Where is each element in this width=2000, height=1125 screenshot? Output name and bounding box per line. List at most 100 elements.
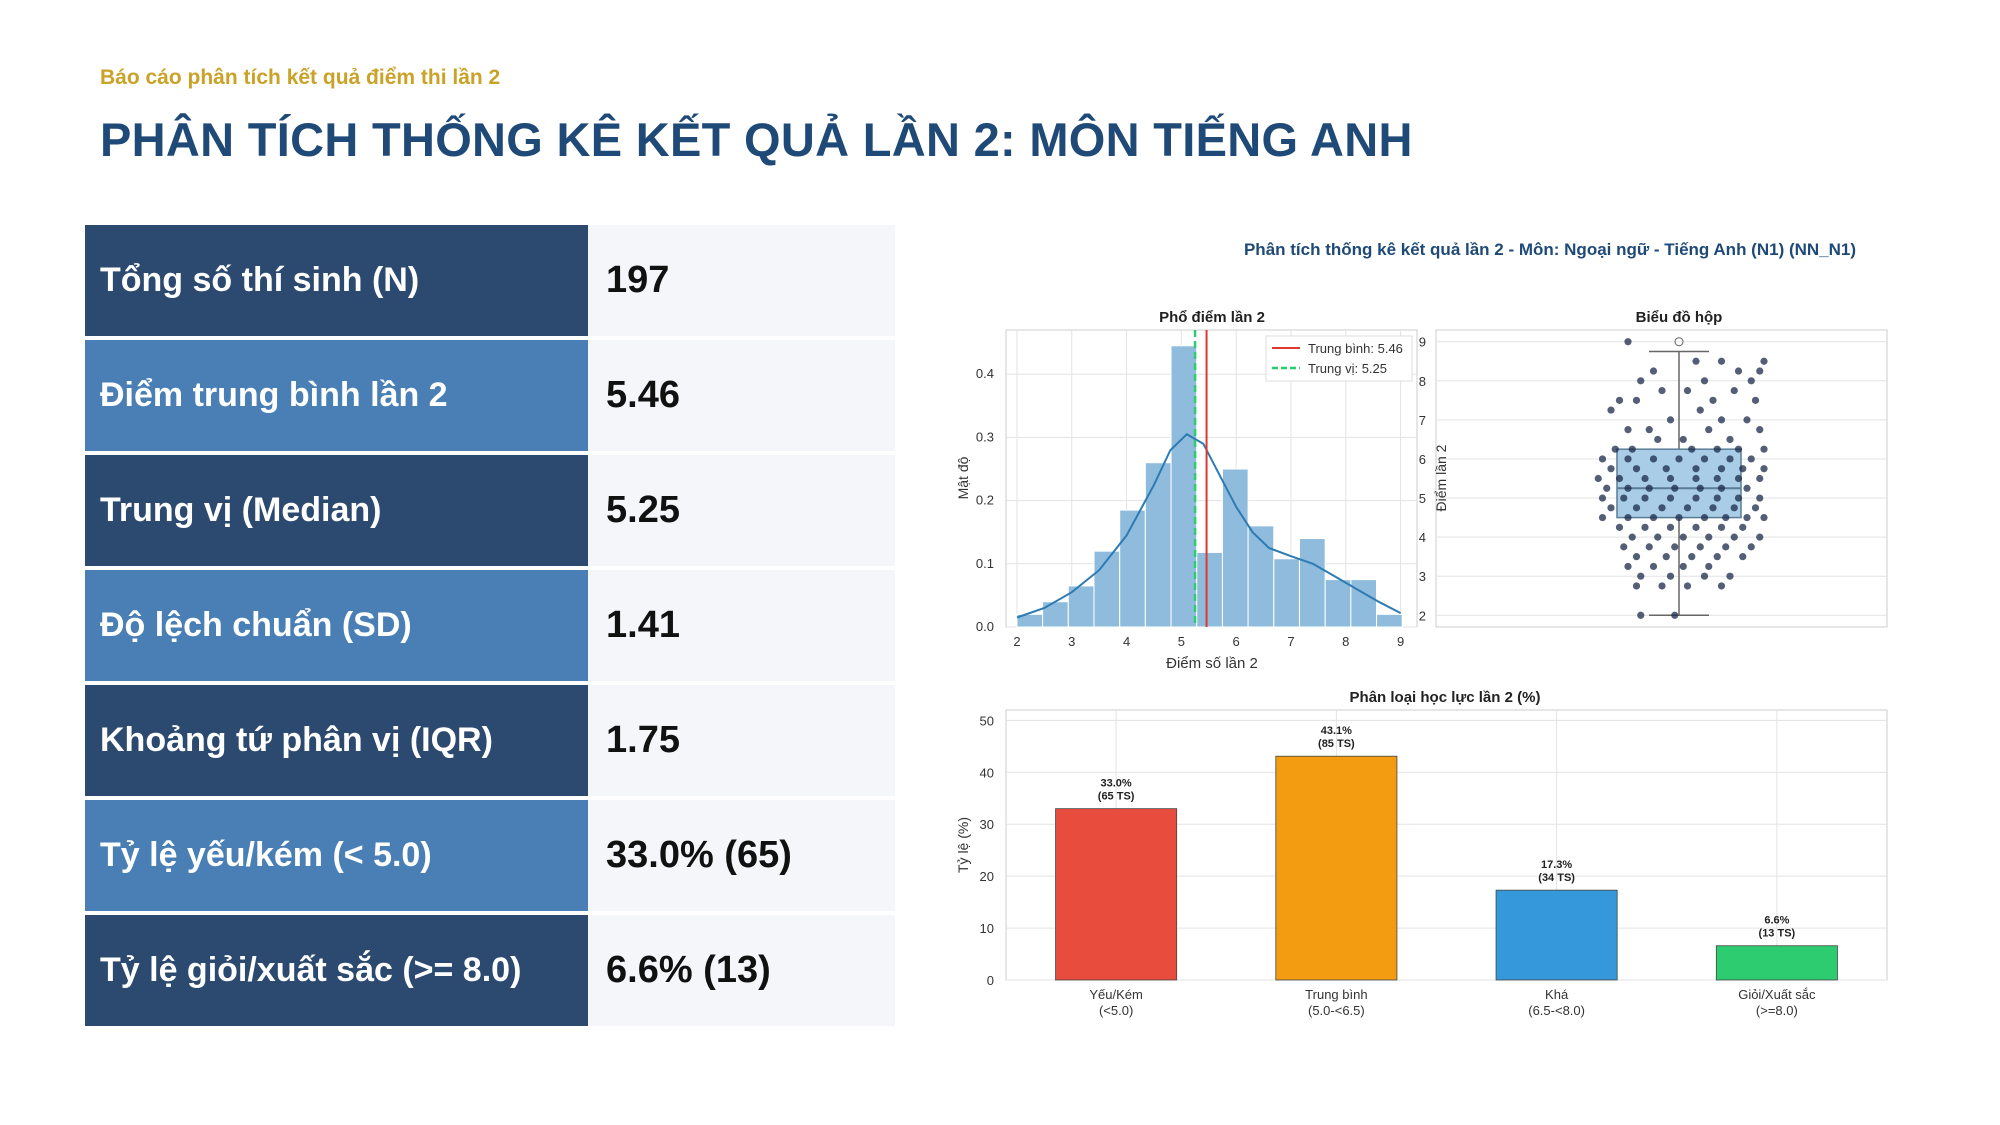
bar-ylabel: Tỷ lệ (%) (955, 817, 971, 873)
outlier-marker (1674, 337, 1684, 347)
data-point (1709, 504, 1717, 512)
histogram-bar (1273, 558, 1300, 628)
data-point (1713, 494, 1721, 502)
bar-count-label: (13 TS) (1759, 928, 1796, 940)
histogram-chart: Phổ điểm lần 2 2 3 4 5 6 7 8 9 0.0 0.1 0.2 0.3 0.4 Đ… (955, 309, 1418, 672)
data-point (1666, 474, 1675, 483)
page-title: PHÂN TÍCH THỐNG KÊ KẾT QUẢ LẦN 2: MÔN TI… (100, 113, 1413, 166)
data-point (1649, 562, 1658, 571)
data-point (1615, 523, 1624, 531)
stat-row-n: Tổng số thí sinh (N) 197 (85, 225, 895, 336)
data-point (1756, 426, 1764, 434)
data-point (1624, 426, 1632, 434)
y-tick-label: 30 (980, 817, 994, 832)
data-point (1598, 494, 1607, 502)
y-tick-label: 0 (987, 973, 994, 988)
data-point (1632, 396, 1641, 404)
histogram-ticks: 2 3 4 5 6 7 8 9 0.0 0.1 0.2 0.3 0.4 (976, 366, 1404, 649)
histogram-bar (1350, 579, 1378, 628)
data-point (1645, 426, 1653, 434)
data-point (1632, 465, 1641, 473)
category-range-label: (6.5-<8.0) (1528, 1003, 1585, 1018)
stat-label: Tỷ lệ giỏi/xuất sắc (>= 8.0) (85, 915, 588, 1026)
stat-value: 197 (588, 225, 895, 336)
stat-row-iqr: Khoảng tứ phân vị (IQR) 1.75 (85, 685, 895, 796)
boxplot-title: Biểu đồ hộp (1636, 309, 1723, 326)
data-point (1705, 426, 1713, 434)
category-range-label: (>=8.0) (1756, 1003, 1798, 1018)
report-subtitle: Báo cáo phân tích kết quả điểm thi lần 2 (100, 66, 501, 89)
x-tick-label: 8 (1342, 634, 1349, 649)
category-label: Khá (1545, 987, 1569, 1002)
figure-title: Phân tích thống kê kết quả lần 2 - Môn: … (1244, 240, 1856, 259)
data-point (1700, 572, 1709, 580)
data-point (1717, 582, 1726, 590)
boxplot-ylabel: Điểm lần 2 (1433, 444, 1449, 511)
data-point (1662, 553, 1670, 561)
histogram-title: Phổ điểm lần 2 (1159, 309, 1265, 326)
bar-count-label: (65 TS) (1098, 791, 1135, 803)
stat-value: 33.0% (65) (588, 800, 895, 911)
data-point (1705, 533, 1713, 541)
data-point (1756, 494, 1764, 502)
data-point (1713, 474, 1721, 483)
histogram-bar (1119, 509, 1146, 628)
data-point (1696, 406, 1704, 414)
data-point (1734, 367, 1743, 375)
category-range-label: (5.0-<6.5) (1308, 1003, 1365, 1018)
data-point (1658, 582, 1666, 590)
data-point (1700, 513, 1709, 522)
data-point (1649, 367, 1658, 375)
data-point (1760, 465, 1768, 473)
data-point (1666, 572, 1675, 580)
stat-value: 5.25 (588, 455, 895, 566)
data-point (1756, 474, 1764, 483)
stat-label: Độ lệch chuẩn (SD) (85, 570, 588, 681)
data-point (1760, 445, 1768, 453)
y-tick-label: 9 (1419, 335, 1426, 350)
bar-value-label: 6.6% (1764, 915, 1789, 927)
stat-label: Tổng số thí sinh (N) (85, 225, 588, 336)
stat-value: 1.75 (588, 685, 895, 796)
data-point (1709, 396, 1717, 404)
y-tick-label: 10 (980, 921, 994, 936)
data-point (1683, 386, 1692, 395)
category-label: Giỏi/Xuất sắc (1738, 987, 1816, 1002)
data-point (1700, 455, 1709, 463)
legend-box (1265, 335, 1413, 382)
data-point (1611, 445, 1619, 453)
data-point (1717, 357, 1726, 365)
stat-value: 5.46 (588, 340, 895, 451)
boxplot-chart: Biểu đồ hộp 2 3 4 5 6 7 8 9 Điểm lần 2 (1419, 309, 1888, 628)
data-point (1717, 484, 1726, 492)
stat-label: Trung vị (Median) (85, 455, 588, 566)
y-tick-label: 20 (980, 869, 994, 884)
data-point (1628, 445, 1636, 453)
boxplot-ticks: 2 3 4 5 6 7 8 9 (1419, 335, 1426, 624)
data-point (1654, 435, 1662, 444)
category-range-label: (<5.0) (1099, 1003, 1133, 1018)
y-tick-label: 0.4 (976, 366, 994, 381)
bar (1715, 945, 1838, 981)
data-point (1683, 582, 1692, 590)
x-tick-label: 4 (1123, 634, 1130, 649)
legend-mean-label: Trung bình: 5.46 (1308, 341, 1403, 356)
data-point (1620, 543, 1628, 551)
data-point (1730, 386, 1738, 395)
data-point (1692, 465, 1700, 473)
data-point (1730, 533, 1738, 541)
data-point (1607, 465, 1615, 473)
stat-row-excellent: Tỷ lệ giỏi/xuất sắc (>= 8.0) 6.6% (13) (85, 915, 895, 1026)
stat-row-sd: Độ lệch chuẩn (SD) 1.41 (85, 570, 895, 681)
data-point (1730, 504, 1738, 512)
histogram-bar (1324, 579, 1352, 628)
data-point (1713, 445, 1721, 453)
bar-chart-title: Phân loại học lực lần 2 (%) (1350, 689, 1541, 706)
y-tick-label: 50 (980, 713, 994, 728)
bar (1495, 889, 1618, 981)
data-point (1628, 533, 1636, 541)
bar-ticks: 0 10 20 30 40 50 Yếu/Kém(<5.0) Trung bình(5.0-<… (980, 713, 1816, 1018)
data-point (1713, 553, 1721, 561)
data-point (1679, 435, 1687, 444)
